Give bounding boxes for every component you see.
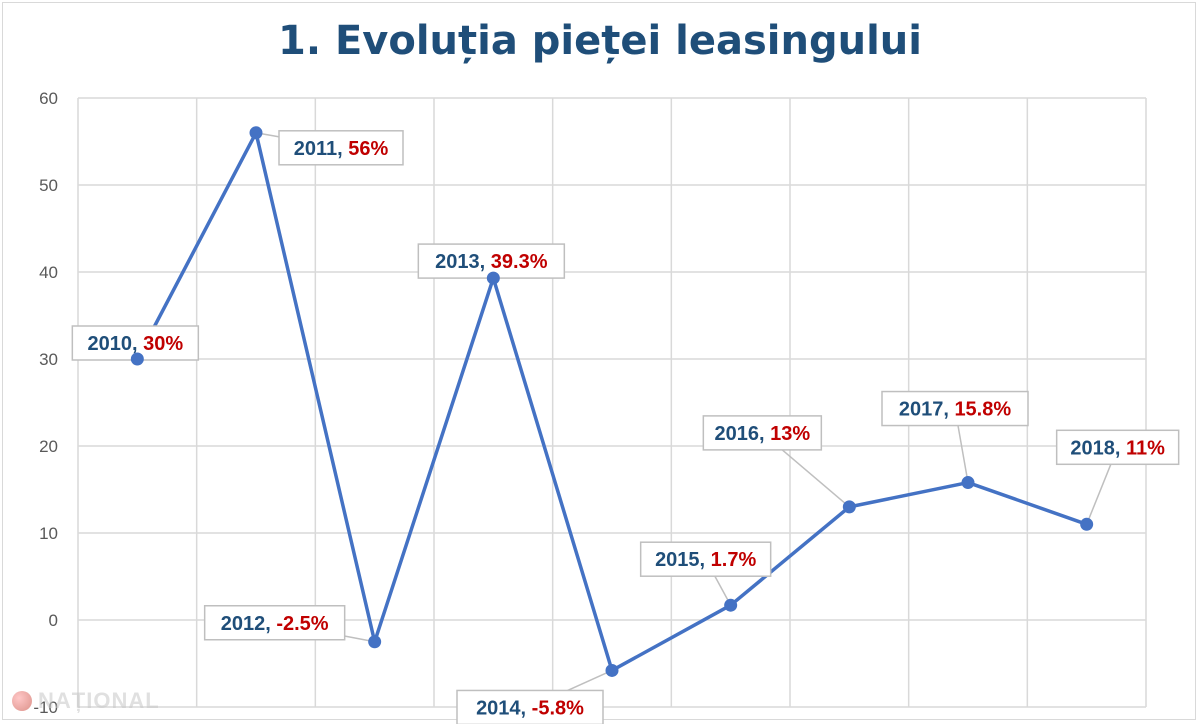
data-label-box (278, 130, 404, 166)
y-tick-label: 40 (39, 263, 58, 282)
y-tick-label: 20 (39, 437, 58, 456)
data-label-box (702, 415, 823, 451)
data-label-value: 1.7% (711, 549, 757, 571)
data-label-year: 2012, (221, 613, 277, 635)
data-label-year: 2015, (655, 549, 711, 571)
data-label-year: 2013, (435, 251, 491, 273)
y-tick-label: 10 (39, 524, 58, 543)
data-label-value: 39.3% (491, 251, 548, 273)
data-label-value: -2.5% (276, 613, 328, 635)
logo-icon (12, 691, 32, 711)
data-point-marker (130, 352, 144, 366)
data-label-year: 2016, (715, 423, 771, 445)
y-tick-label: 0 (49, 611, 58, 630)
data-point-marker (368, 635, 382, 649)
data-label-value: 56% (348, 138, 388, 160)
data-label-year: 2014, (476, 697, 532, 719)
data-point-marker (724, 598, 738, 612)
data-label: 2017, 15.8% (899, 399, 1012, 421)
watermark-logo: NAȚIONAL (12, 688, 160, 714)
data-label-year: 2017, (899, 399, 955, 421)
data-label: 2015, 1.7% (655, 549, 756, 571)
data-label-box (881, 390, 1029, 427)
data-label-year: 2011, (294, 138, 349, 160)
watermark-text: NAȚIONAL (38, 688, 160, 713)
data-label: 2013, 39.3% (435, 251, 548, 273)
data-label-value: 13% (770, 423, 810, 445)
data-label-box (203, 605, 346, 641)
data-label-value: 11% (1126, 437, 1165, 459)
data-point-marker (249, 126, 263, 140)
data-label-value: 15.8% (954, 399, 1011, 421)
data-label: 2010, 30% (88, 333, 184, 355)
data-point-marker (842, 500, 856, 514)
data-label-box (639, 541, 772, 577)
data-point-marker (1080, 517, 1094, 531)
chart-title: 1. Evoluția pieței leasingului (278, 18, 922, 64)
data-label: 2018, 11% (1070, 437, 1165, 459)
data-label-box (1055, 429, 1180, 466)
data-point-marker (961, 476, 975, 490)
data-label-value: -5.8% (532, 697, 584, 719)
data-point-marker (486, 271, 500, 285)
data-label-value: 30% (143, 333, 183, 355)
data-label-year: 2010, (88, 333, 144, 355)
data-label-box (456, 689, 604, 724)
y-tick-label: 50 (39, 176, 58, 195)
data-label-year: 2018, (1070, 437, 1126, 459)
y-tick-label: -10 (33, 698, 58, 717)
data-label: 2014, -5.8% (476, 697, 584, 719)
data-label: 2012, -2.5% (221, 613, 329, 635)
data-label: 2016, 13% (715, 423, 811, 445)
y-tick-label: 30 (39, 350, 58, 369)
data-point-marker (605, 663, 619, 677)
y-tick-label: 60 (39, 89, 58, 108)
data-label: 2011, 56% (294, 138, 389, 160)
